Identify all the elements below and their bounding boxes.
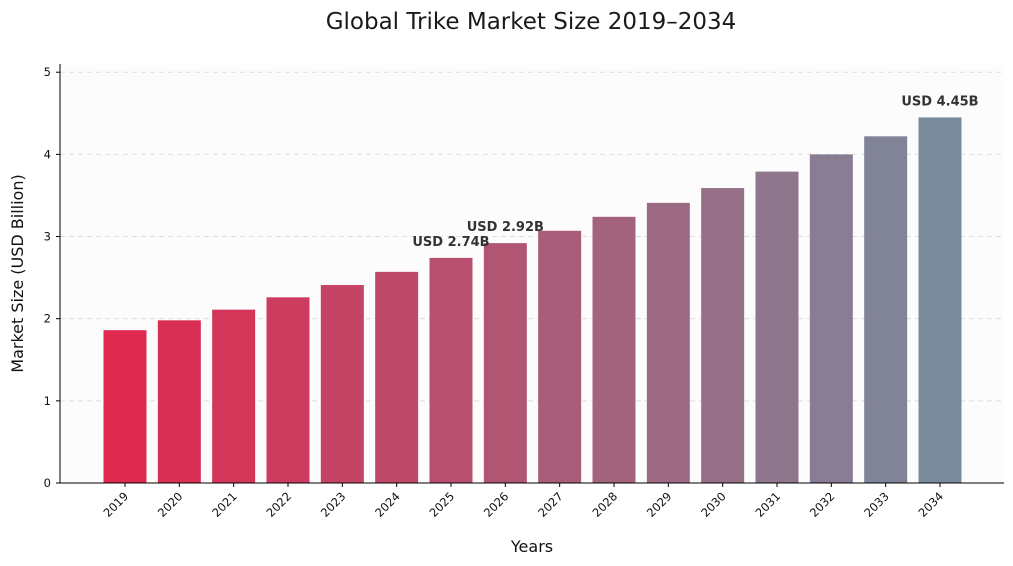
bar-2030 — [701, 188, 745, 483]
y-tick-label: 0 — [44, 476, 51, 490]
x-tick-label: 2023 — [318, 489, 349, 520]
bar-2034 — [918, 117, 962, 483]
bar-2020 — [157, 320, 201, 483]
x-tick-label: 2030 — [698, 489, 729, 520]
bar-2021 — [212, 309, 256, 483]
y-tick-label: 1 — [44, 394, 51, 408]
annotation-2025: USD 2.74B — [412, 235, 489, 250]
bar-2033 — [864, 136, 908, 483]
x-tick-label: 2022 — [264, 489, 295, 520]
bar-2029 — [646, 202, 690, 483]
x-tick-label: 2031 — [753, 489, 784, 520]
bar-2024 — [375, 271, 419, 483]
bars-layer — [103, 117, 962, 483]
bar-2027 — [538, 230, 582, 483]
y-tick-label: 2 — [44, 312, 51, 326]
annotation-2026: USD 2.92B — [467, 220, 544, 235]
bar-2026 — [483, 243, 527, 483]
y-axis-label: Market Size (USD Billion) — [8, 174, 27, 372]
bar-2022 — [266, 297, 310, 483]
y-tick-label: 5 — [44, 65, 51, 79]
bar-2023 — [320, 285, 364, 483]
bar-2025 — [429, 257, 473, 483]
bar-2032 — [809, 154, 853, 483]
y-tick-label: 4 — [44, 147, 51, 161]
plot-area — [60, 64, 1004, 483]
x-tick-label: 2032 — [807, 489, 838, 520]
chart-title: Global Trike Market Size 2019–2034 — [326, 9, 737, 35]
x-tick-label: 2019 — [101, 489, 132, 520]
x-axis-label: Years — [510, 537, 553, 556]
bar-2031 — [755, 171, 799, 483]
axes-layer — [59, 64, 1004, 484]
x-tick-label: 2028 — [590, 489, 621, 520]
x-tick-label: 2034 — [916, 489, 947, 520]
y-ticks: 0 1 2 3 4 5 — [44, 65, 60, 490]
x-tick-label: 2021 — [209, 489, 240, 520]
annotation-2034: USD 4.45B — [901, 94, 978, 109]
y-tick-label: 3 — [44, 230, 51, 244]
x-tick-label: 2033 — [861, 489, 892, 520]
bar-2019 — [103, 330, 147, 483]
x-tick-label: 2024 — [372, 489, 403, 520]
bar-2028 — [592, 216, 636, 483]
x-ticks: 2019 2020 2021 2022 2023 2024 2025 2026 2027 2028… — [101, 483, 947, 520]
x-tick-label: 2029 — [644, 489, 675, 520]
x-tick-label: 2025 — [427, 489, 458, 520]
x-tick-label: 2027 — [535, 489, 566, 520]
x-tick-label: 2026 — [481, 489, 512, 520]
x-tick-label: 2020 — [155, 489, 186, 520]
